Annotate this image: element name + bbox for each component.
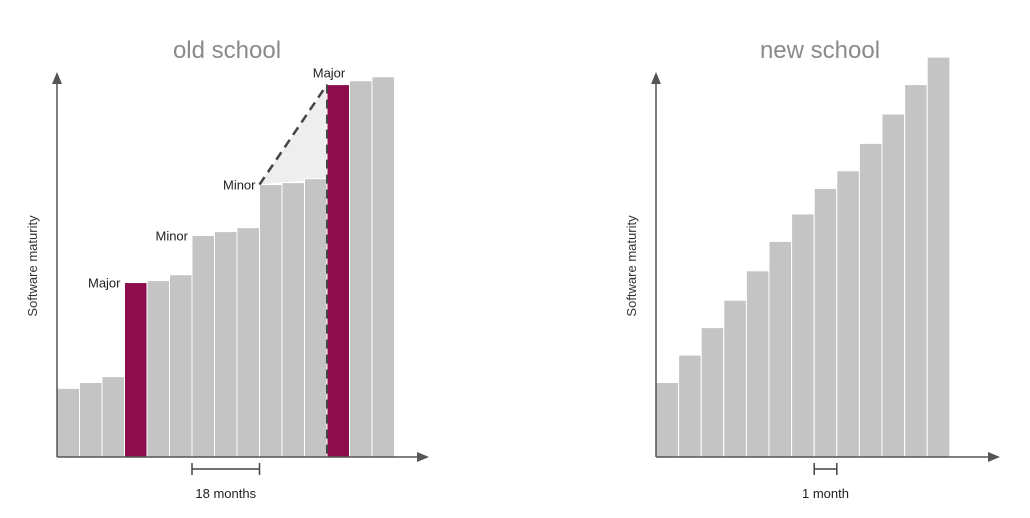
release-bar-2 [101,376,125,458]
release-bar-13 [349,80,373,458]
release-bar-9 [858,142,883,458]
new-school-y-axis-label: Software maturity [624,215,639,317]
release-bar-14 [371,76,395,458]
major-release-bar-12 [326,84,350,458]
release-bar-11 [904,84,928,458]
old-school-time-scale: 18 months [191,463,261,501]
release-bar-5 [768,240,793,458]
scale-bar-label: 18 months [195,486,256,501]
release-bar-6 [791,213,815,458]
old-school-y-axis-arrow-icon [52,72,62,84]
release-bar-2 [700,327,725,458]
new-school-title: new school [760,37,880,64]
release-bar-8 [236,227,260,458]
scale-bar-label: 1 month [802,486,849,501]
old-school-x-axis-arrow-icon [417,452,429,462]
release-annotation-major: Major [313,66,346,81]
old-school-bars [56,76,395,458]
release-bar-0 [655,382,680,458]
release-bar-12 [926,56,951,458]
new-school-time-scale: 1 month [802,463,849,501]
new-school-chart: new school Software maturity 1 month [624,37,1000,501]
major-release-bar-3 [124,282,148,458]
release-bar-7 [813,187,838,458]
release-bar-1 [79,382,103,458]
old-school-chart: old school Software maturity MajorMinorM… [25,37,429,501]
old-school-title: old school [173,37,281,64]
old-school-y-axis-label: Software maturity [25,215,40,317]
release-bar-9 [259,184,283,458]
release-bar-0 [56,387,80,458]
release-bar-7 [214,231,238,458]
new-school-x-axis-arrow-icon [988,452,1000,462]
release-bar-1 [678,354,702,458]
release-bar-6 [191,235,215,458]
old-school-annotations: Major Minor Minor Major [88,66,346,291]
release-bar-8 [836,170,860,458]
release-bar-11 [304,178,328,458]
release-bar-5 [169,274,193,458]
release-annotation-minor: Minor [223,178,256,193]
new-school-bars [655,56,951,458]
release-bar-4 [146,280,170,458]
release-bar-4 [745,270,770,458]
release-annotation-major: Major [88,276,121,291]
release-bar-10 [881,113,906,458]
new-school-y-axis-arrow-icon [651,72,661,84]
jump-dashed-line [258,83,329,186]
release-bar-3 [723,299,747,458]
release-bar-10 [281,182,305,458]
release-annotation-minor: Minor [155,229,188,244]
